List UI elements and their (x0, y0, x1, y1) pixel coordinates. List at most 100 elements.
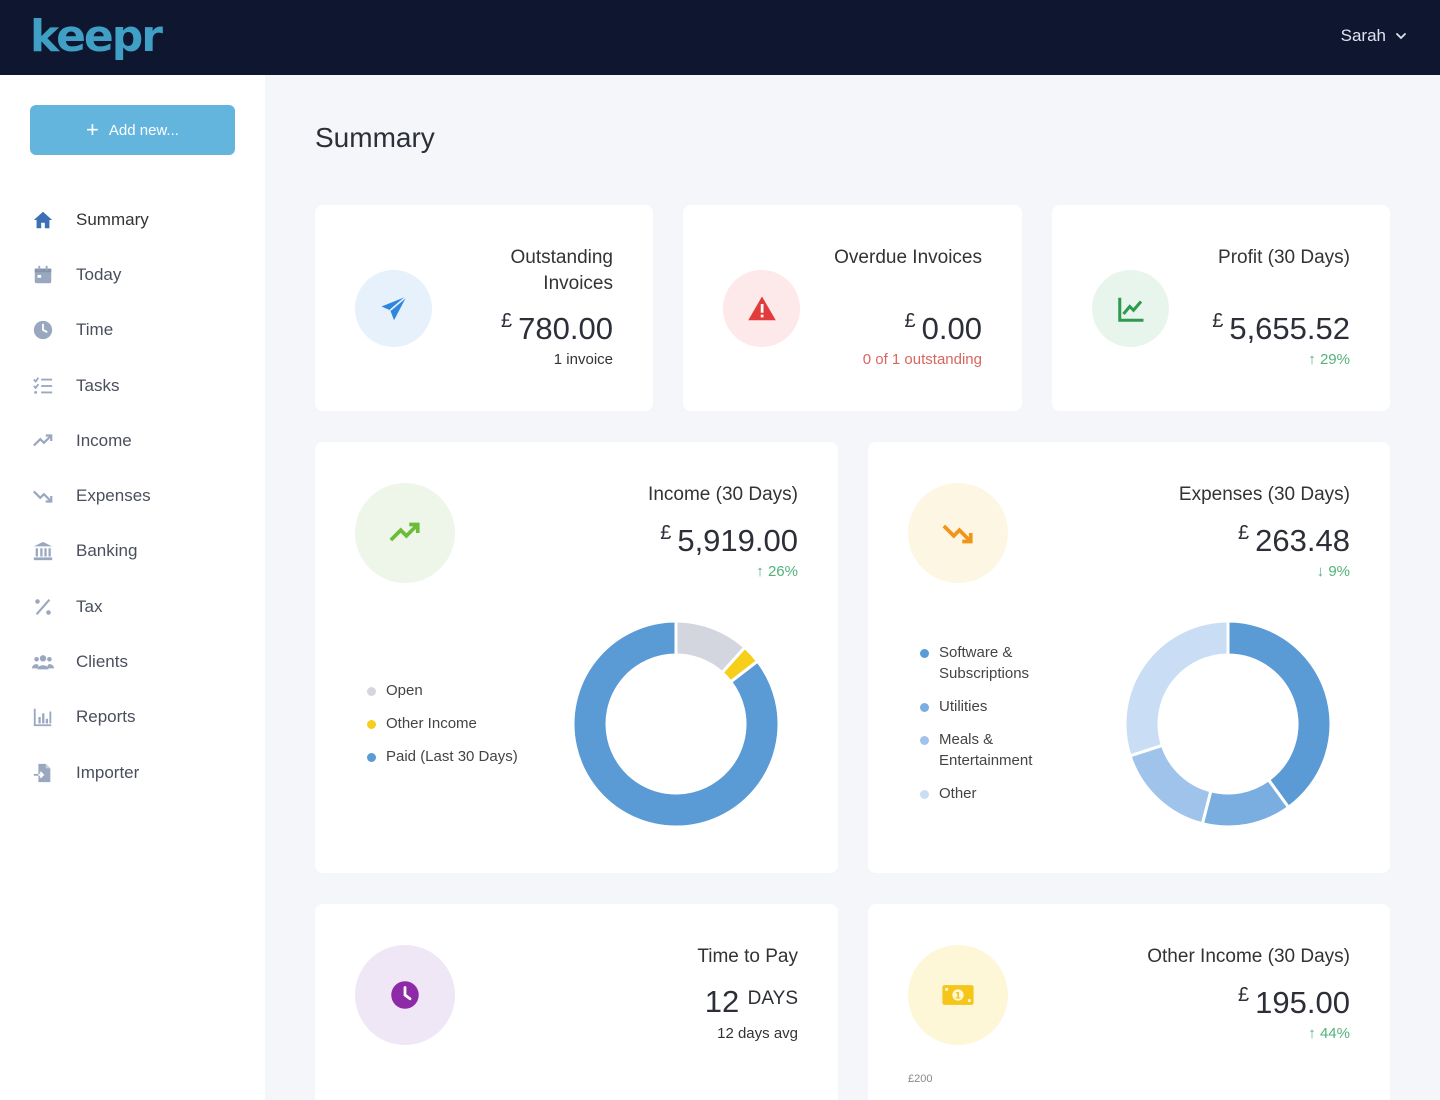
keepr-logo[interactable]: keepr (30, 11, 163, 62)
legend-swatch (920, 649, 929, 658)
legend-item[interactable]: Other (920, 783, 1060, 804)
amount-value: 780.00 (518, 311, 613, 346)
bank-icon (30, 538, 56, 564)
card-title: Expenses (30 Days) (1178, 484, 1350, 505)
sidebar-item-label: Today (76, 264, 122, 284)
overdue-amount: £0.00 (905, 310, 982, 347)
sidebar: + Add new... Summary Today Time Tasks In… (0, 75, 265, 1100)
trend-down-icon (30, 483, 56, 509)
users-icon (30, 649, 56, 675)
sidebar-item-label: Tasks (76, 375, 120, 395)
sidebar-item-label: Time (76, 320, 114, 340)
other-income-card[interactable]: 1 Other Income (30 Days) £195.00 ↑ 44% £… (868, 904, 1390, 1100)
legend-swatch (367, 720, 376, 729)
add-new-button[interactable]: + Add new... (30, 105, 235, 155)
import-icon (30, 760, 56, 786)
invoice-count: 1 invoice (553, 351, 613, 368)
chevron-down-icon (1396, 33, 1406, 40)
change-value: 26% (767, 563, 798, 580)
donut-slice-software-subscriptions[interactable] (1226, 619, 1333, 810)
expenses-card[interactable]: Expenses (30 Days) £263.48 ↓ 9% Software… (868, 442, 1390, 873)
expenses-legend: Software & Subscriptions Utilities Meals… (920, 642, 1060, 804)
arrow-up-icon: ↑ (1308, 351, 1316, 368)
plus-icon: + (86, 117, 99, 142)
currency-symbol: £ (1238, 984, 1250, 1006)
sidebar-item-summary[interactable]: Summary (30, 192, 250, 247)
currency-symbol: £ (501, 310, 513, 332)
legend-swatch (920, 790, 929, 799)
paper-plane-icon (355, 270, 432, 347)
overdue-count: 0 of 1 outstanding (862, 351, 982, 368)
legend-label: Utilities (939, 698, 988, 715)
bar-chart-icon (30, 704, 56, 730)
sidebar-item-income[interactable]: Income (30, 413, 250, 468)
add-new-label: Add new... (108, 121, 179, 139)
profit-card[interactable]: Profit (30 Days) £5,655.52 ↑ 29% (1052, 205, 1390, 411)
card-title: Outstanding Invoices (511, 245, 613, 297)
sidebar-item-label: Income (76, 430, 132, 450)
sidebar-item-label: Importer (76, 762, 140, 782)
donut-slice-other[interactable] (1123, 619, 1230, 758)
percent-icon (30, 594, 56, 620)
amount-value: 5,919.00 (677, 523, 798, 558)
sidebar-item-importer[interactable]: Importer (30, 745, 250, 800)
legend-swatch (920, 736, 929, 745)
amount-value: 0.00 (921, 311, 982, 346)
card-title: Profit (30 Days) (1218, 247, 1350, 268)
sidebar-item-label: Clients (76, 652, 128, 672)
legend-label: Software & Subscriptions (939, 644, 1030, 682)
line-chart-icon (1092, 270, 1169, 347)
sidebar-item-time[interactable]: Time (30, 303, 250, 358)
currency-symbol: £ (660, 522, 672, 544)
legend-item[interactable]: Other Income (367, 713, 518, 734)
legend-item[interactable]: Paid (Last 30 Days) (367, 746, 518, 767)
sidebar-item-banking[interactable]: Banking (30, 524, 250, 579)
warning-icon (723, 270, 800, 347)
sidebar-item-today[interactable]: Today (30, 247, 250, 302)
card-title: Overdue Invoices (834, 247, 982, 268)
legend-label: Paid (Last 30 Days) (386, 748, 518, 765)
legend-item[interactable]: Open (367, 680, 518, 701)
tasks-icon (30, 373, 56, 399)
user-menu[interactable]: Sarah (1341, 26, 1408, 46)
legend-swatch (367, 687, 376, 696)
amount-value: 263.48 (1255, 523, 1350, 558)
expenses-change: ↓ 9% (1317, 563, 1350, 580)
sidebar-item-label: Expenses (76, 486, 151, 506)
clock-icon (30, 317, 56, 343)
card-title: Time to Pay (697, 946, 798, 967)
sidebar-item-tax[interactable]: Tax (30, 579, 250, 634)
income-card[interactable]: Income (30 Days) £5,919.00 ↑ 26% Open Ot… (315, 442, 838, 873)
legend-label: Other (939, 785, 977, 802)
donut-slice-meals-entertainment[interactable] (1128, 743, 1213, 826)
change-value: 29% (1319, 351, 1350, 368)
calendar-icon (30, 262, 56, 288)
income-legend: Open Other Income Paid (Last 30 Days) (367, 680, 518, 767)
change-value: 44% (1319, 1025, 1350, 1042)
days-value: 12 (704, 984, 740, 1019)
outstanding-amount: £780.00 (501, 310, 613, 347)
time-to-pay-card[interactable]: Time to Pay 12 DAYS 12 days avg (315, 904, 838, 1100)
sidebar-item-clients[interactable]: Clients (30, 634, 250, 689)
overdue-invoices-card[interactable]: Overdue Invoices £0.00 0 of 1 outstandin… (683, 205, 1022, 411)
cash-icon: 1 (908, 945, 1008, 1045)
sidebar-item-tasks[interactable]: Tasks (30, 358, 250, 413)
sidebar-item-label: Banking (76, 541, 138, 561)
legend-swatch (920, 703, 929, 712)
time-to-pay-value: 12 DAYS (705, 984, 798, 1020)
sidebar-item-reports[interactable]: Reports (30, 690, 250, 745)
donut-slice-paid-last-30-days[interactable] (571, 619, 781, 829)
other-income-change: ↑ 44% (1308, 1025, 1350, 1042)
sidebar-item-expenses[interactable]: Expenses (30, 468, 250, 523)
profit-change: ↑ 29% (1308, 351, 1350, 368)
amount-value: 195.00 (1255, 985, 1350, 1020)
trend-up-icon (30, 428, 56, 454)
trend-down-icon (908, 483, 1008, 583)
legend-item[interactable]: Meals & Entertainment (920, 729, 1060, 771)
legend-item[interactable]: Software & Subscriptions (920, 642, 1060, 684)
user-name: Sarah (1340, 26, 1386, 45)
profit-amount: £5,655.52 (1212, 310, 1350, 347)
page-title: Summary (315, 122, 435, 153)
outstanding-invoices-card[interactable]: Outstanding Invoices £780.00 1 invoice (315, 205, 653, 411)
legend-item[interactable]: Utilities (920, 696, 1060, 717)
